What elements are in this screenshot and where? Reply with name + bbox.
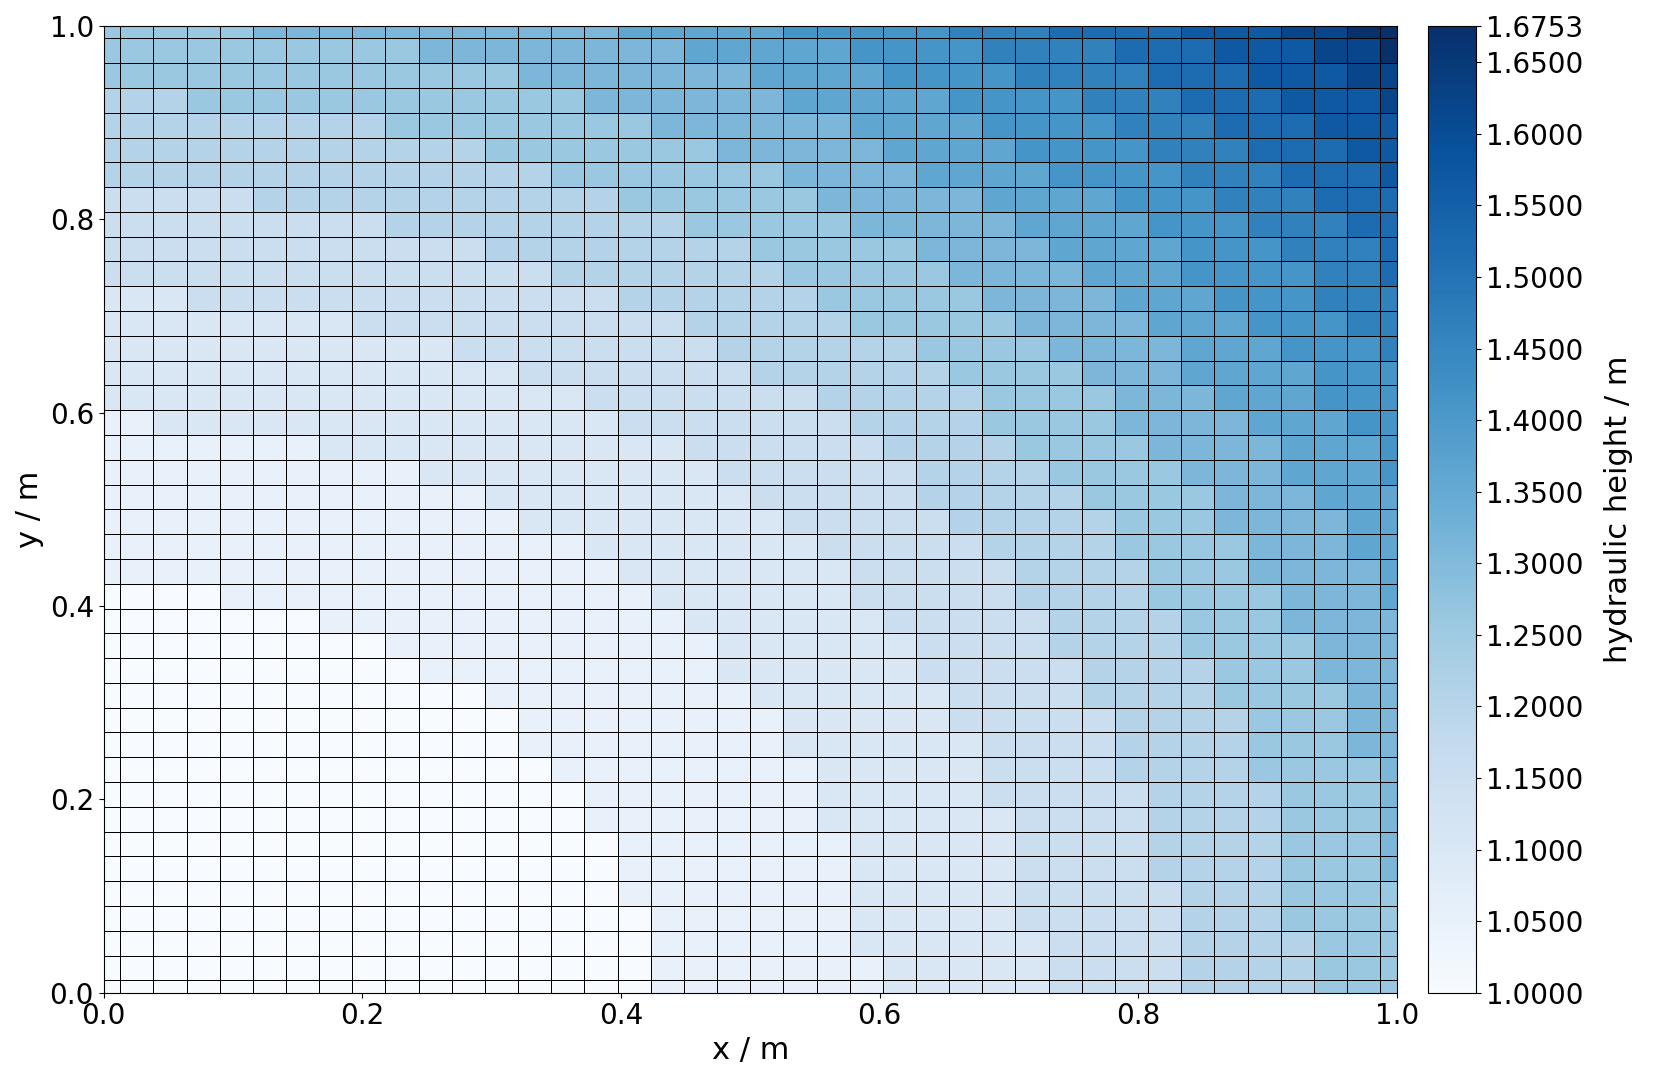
X-axis label: x / m: x / m — [712, 1036, 790, 1065]
Y-axis label: hydraulic height / m: hydraulic height / m — [1604, 355, 1633, 663]
Y-axis label: y / m: y / m — [15, 471, 44, 548]
